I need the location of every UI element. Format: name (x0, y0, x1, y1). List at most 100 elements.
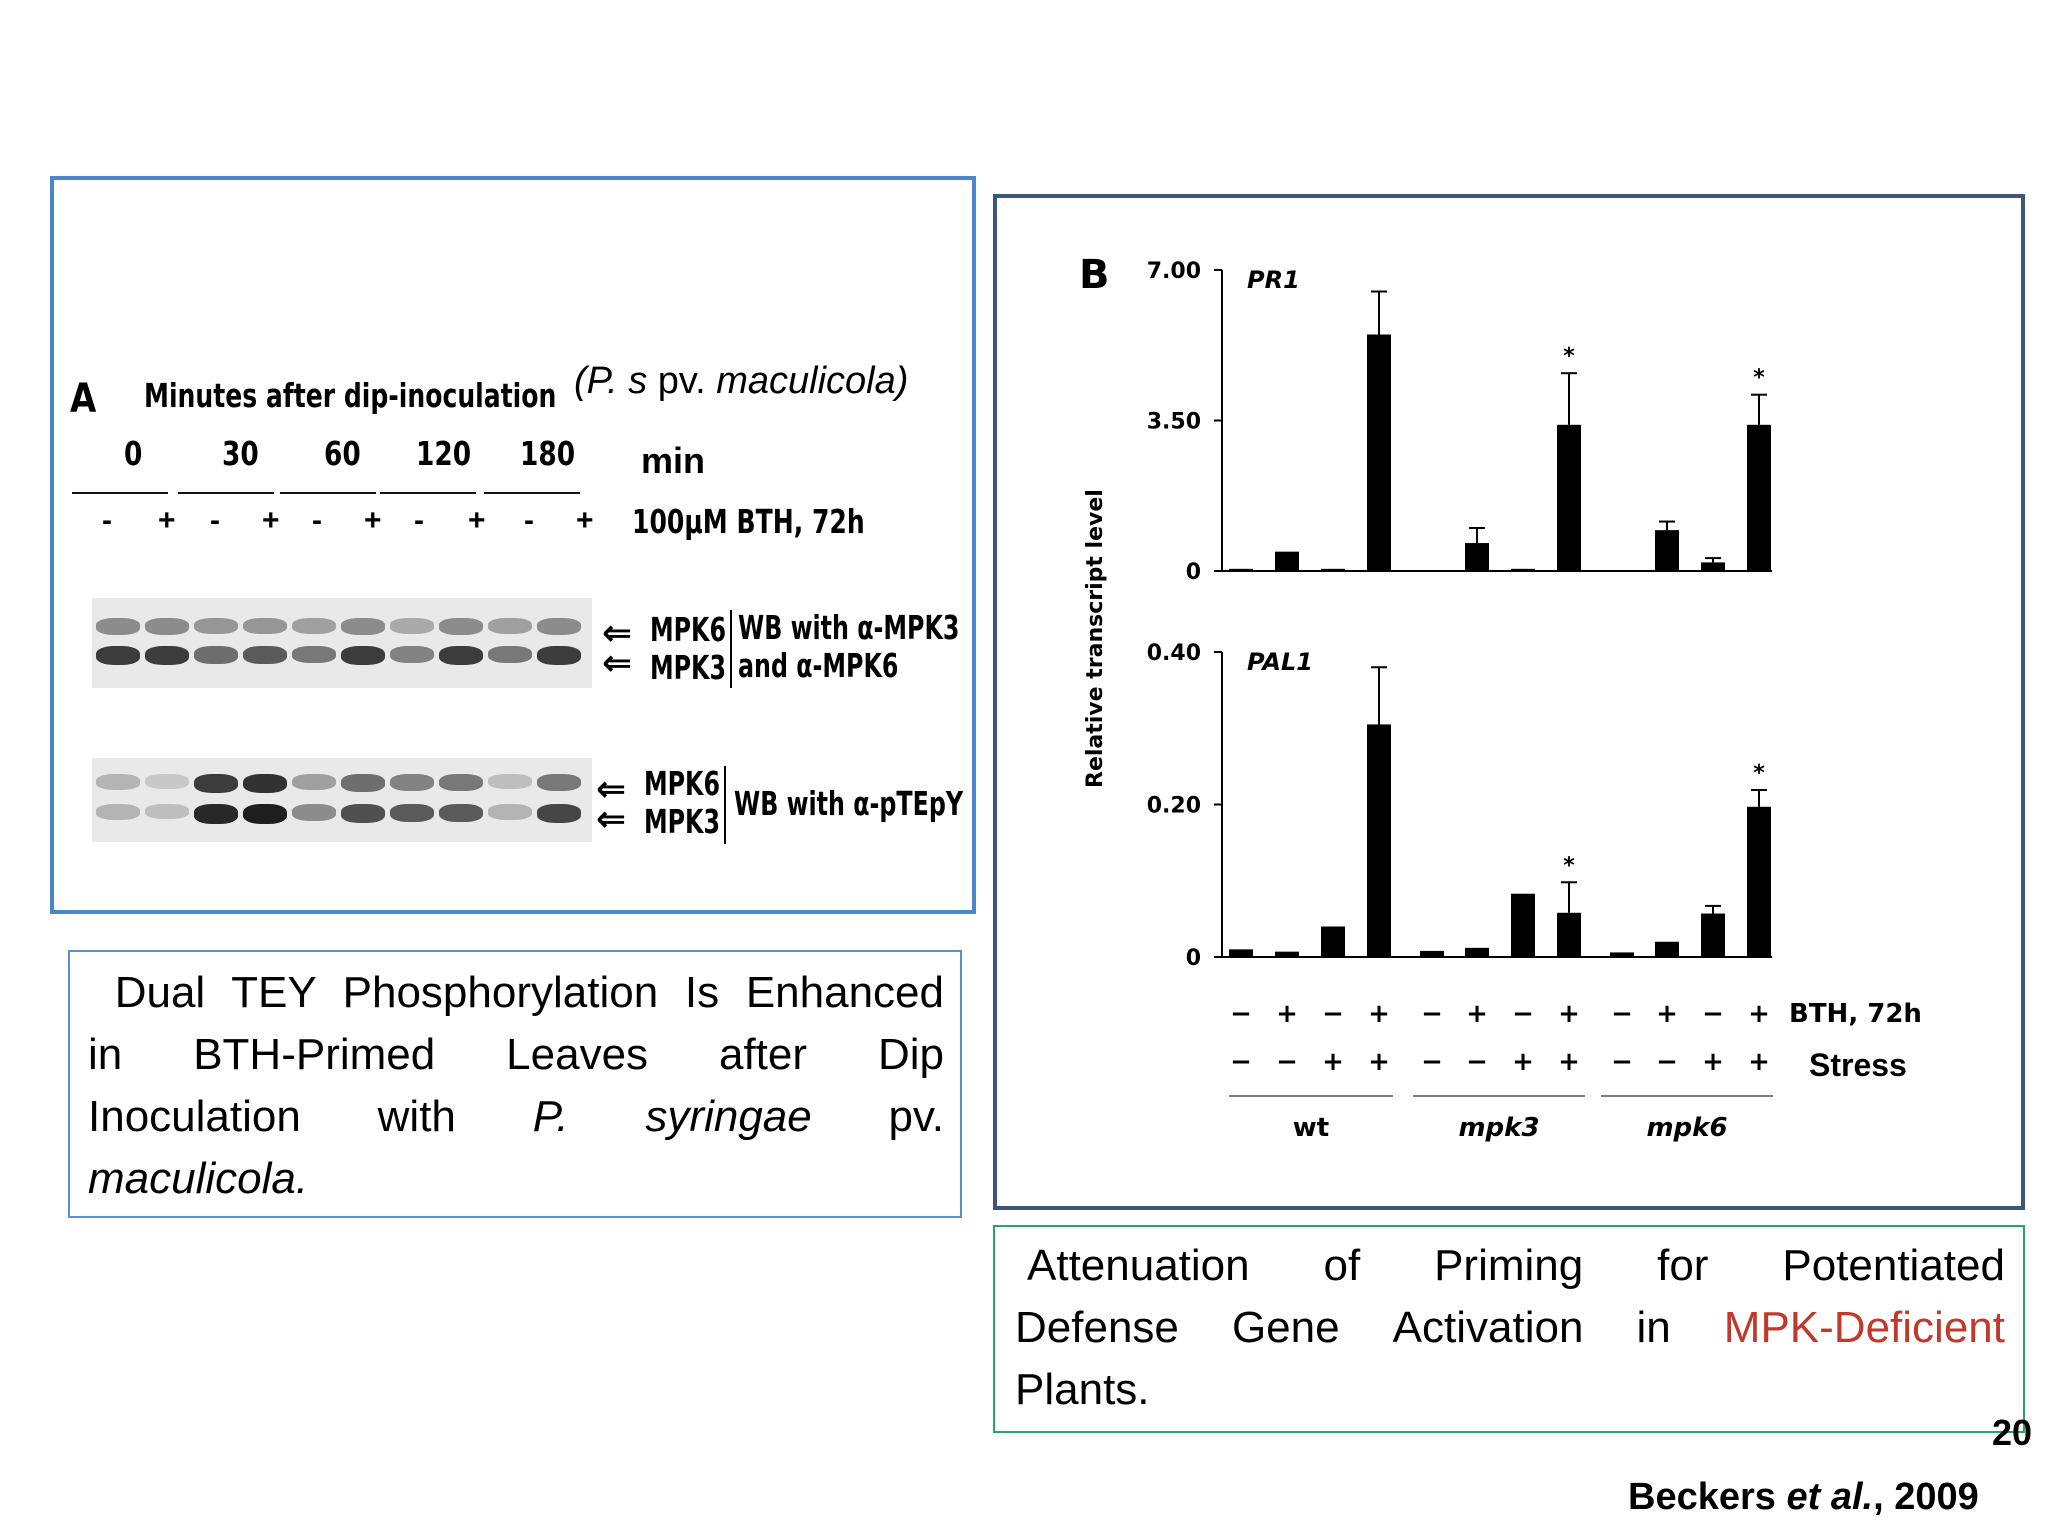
bar (1557, 912, 1581, 957)
caption-b-line3: Plants. (1015, 1365, 1150, 1414)
blot1-mpk3-label: MPK3 (650, 648, 727, 687)
bth-row-label: BTH, 72h (1789, 999, 1922, 1029)
blot-band (292, 804, 336, 821)
bar (1701, 562, 1725, 571)
y-tick-label: 0.20 (1147, 794, 1201, 819)
stress-sign: + (1558, 1047, 1580, 1077)
y-tick-label: 3.50 (1147, 410, 1201, 435)
panel-a-heading: Minutes after dip-inoculation (144, 376, 557, 415)
stress-sign: − (1421, 1047, 1443, 1077)
blot-band (390, 646, 434, 663)
blot-band (243, 804, 287, 824)
blot-band (341, 646, 385, 666)
time-point-label: 0 (124, 434, 143, 473)
blot-band (145, 646, 189, 666)
blot-band (194, 774, 238, 794)
time-point-divider (280, 492, 376, 494)
caption-a: Dual TEY Phosphorylation Is Enhanced in B… (68, 950, 962, 1218)
bar (1275, 951, 1299, 957)
bar (1655, 941, 1679, 957)
stress-sign: + (1512, 1047, 1534, 1077)
blot-band (390, 618, 434, 634)
slide-number: 20 (1992, 1412, 2033, 1453)
bar (1465, 543, 1489, 571)
treatment-label: 100µM BTH, 72h (632, 502, 865, 541)
time-point-divider (484, 492, 580, 494)
y-tick-label: 0.40 (1147, 641, 1201, 666)
stress-sign: + (1322, 1047, 1344, 1077)
blot2-mpk3-label: MPK3 (644, 802, 721, 841)
bar (1229, 949, 1253, 957)
blot-band (537, 646, 581, 666)
chart-title: PR1 (1247, 266, 1300, 294)
blot-band (488, 774, 532, 790)
stress-row-label: Stress (1809, 1047, 1907, 1083)
bth-sign: − (1322, 999, 1344, 1029)
blot-band (390, 774, 434, 791)
time-point-divider (380, 492, 476, 494)
treatment-sign: - (524, 504, 534, 537)
time-unit: min (641, 440, 706, 481)
blot-band (439, 774, 483, 792)
bth-sign: − (1702, 999, 1724, 1029)
bar (1747, 806, 1771, 957)
bar (1747, 424, 1771, 571)
blot-band (194, 618, 238, 635)
panel-a-letter: A (70, 376, 97, 422)
panel-a-figure: A Minutes after dip-inoculation (P. s pv… (50, 176, 976, 914)
caption-a-line2: in BTH-Primed Leaves after Dip (88, 1030, 944, 1079)
bth-sign: + (1466, 999, 1488, 1029)
treatment-sign: + (576, 504, 594, 537)
blot-band (488, 804, 532, 820)
blot-band (390, 804, 434, 823)
treatment-sign: - (102, 504, 112, 537)
group-label: wt (1293, 1113, 1329, 1143)
blot-band (488, 646, 532, 664)
bar (1321, 568, 1345, 572)
treatment-sign: + (262, 504, 280, 537)
citation: Beckers et al., 2009 (1628, 1476, 1979, 1518)
caption-a-line4: maculicola. (88, 1154, 309, 1203)
bar (1610, 952, 1634, 957)
caption-a-line1: Dual TEY Phosphorylation Is Enhanced (114, 968, 944, 1017)
treatment-sign: - (312, 504, 322, 537)
caption-b-line2: Defense Gene Activation in MPK-Deficient (1015, 1303, 2005, 1352)
y-tick-label: 0 (1186, 946, 1201, 971)
panel-b-letter: B (1079, 252, 1110, 298)
blot1-divider (730, 610, 732, 688)
bar (1465, 947, 1489, 957)
bar (1557, 424, 1581, 571)
blot2-divider (724, 766, 726, 844)
stress-sign: − (1230, 1047, 1252, 1077)
pathogen-label: (P. s pv. maculicola) (574, 360, 909, 402)
blot2-mpk6-label: MPK6 (644, 764, 721, 803)
treatment-sign: - (414, 504, 424, 537)
blot-band (243, 774, 287, 794)
blot-band (292, 618, 336, 635)
bar (1701, 913, 1725, 957)
blot1-label-line1: WB with α-MPK3 (738, 608, 960, 647)
treatment-sign: + (158, 504, 176, 537)
blot-band (537, 618, 581, 635)
transcript-bar-charts: B Relative transcript level PR1 7.00 3.50 0… (1079, 252, 1922, 1143)
arrow-mpk6-icon: ⇐ (602, 612, 633, 653)
blot-band (439, 618, 483, 635)
stress-sign: + (1748, 1047, 1770, 1077)
bth-sign: + (1656, 999, 1678, 1029)
blot1-mpk6-label: MPK6 (650, 610, 727, 649)
blot-band (194, 646, 238, 664)
stress-sign: + (1368, 1047, 1390, 1077)
blot-band (537, 804, 581, 823)
bth-sign: + (1558, 999, 1580, 1029)
blot-band (243, 618, 287, 635)
blot-band (488, 618, 532, 635)
bth-sign: + (1276, 999, 1298, 1029)
blot-band (292, 774, 336, 791)
arrow-mpk3-icon: ⇐ (596, 798, 627, 839)
time-point-label: 30 (222, 434, 259, 473)
blot-band (96, 804, 140, 820)
bar (1511, 568, 1535, 572)
y-axis-label: Relative transcript level (1083, 489, 1108, 788)
bth-sign: − (1611, 999, 1633, 1029)
blot-band (194, 804, 238, 824)
